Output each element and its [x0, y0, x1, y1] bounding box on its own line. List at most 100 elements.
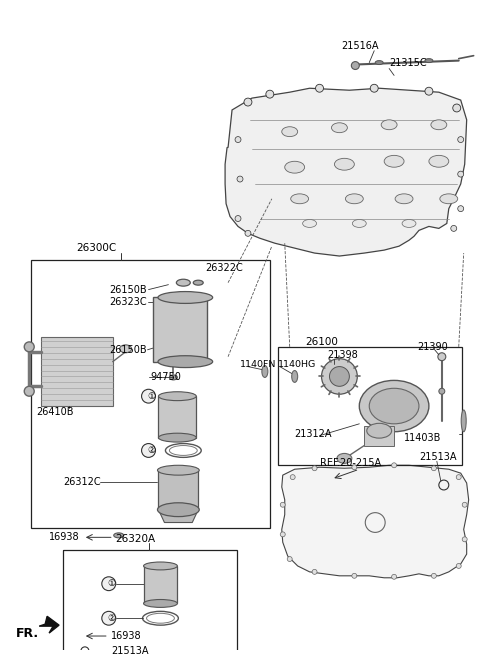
Ellipse shape — [429, 155, 449, 167]
Text: 26150B: 26150B — [109, 284, 146, 294]
Circle shape — [287, 556, 292, 562]
Text: 11403B: 11403B — [404, 433, 442, 443]
Circle shape — [237, 176, 243, 182]
Ellipse shape — [169, 375, 178, 380]
Text: 16938: 16938 — [111, 631, 142, 641]
Text: 21315C: 21315C — [389, 58, 427, 68]
Circle shape — [24, 386, 34, 396]
Ellipse shape — [158, 433, 196, 442]
Ellipse shape — [431, 120, 447, 129]
Ellipse shape — [381, 120, 397, 129]
Ellipse shape — [114, 533, 124, 538]
Bar — [144, 566, 178, 603]
Circle shape — [24, 342, 34, 351]
Ellipse shape — [332, 123, 348, 133]
Circle shape — [280, 532, 285, 537]
Text: 26323C: 26323C — [109, 298, 146, 307]
Ellipse shape — [158, 292, 213, 304]
Circle shape — [458, 171, 464, 177]
Circle shape — [451, 225, 457, 231]
Ellipse shape — [402, 219, 416, 227]
Circle shape — [456, 564, 461, 568]
Ellipse shape — [282, 127, 298, 137]
Ellipse shape — [262, 365, 268, 377]
Circle shape — [352, 464, 357, 470]
Circle shape — [312, 466, 317, 470]
Ellipse shape — [176, 279, 190, 286]
Circle shape — [352, 574, 357, 578]
Circle shape — [102, 577, 116, 591]
Circle shape — [439, 388, 445, 394]
Ellipse shape — [158, 355, 213, 367]
Circle shape — [235, 137, 241, 143]
Ellipse shape — [461, 410, 466, 432]
Circle shape — [235, 215, 241, 221]
Ellipse shape — [352, 219, 366, 227]
Ellipse shape — [367, 423, 392, 438]
Circle shape — [438, 353, 446, 361]
Circle shape — [432, 466, 436, 470]
Circle shape — [315, 84, 324, 92]
Text: 1140FN: 1140FN — [240, 360, 276, 369]
Circle shape — [462, 537, 467, 542]
Ellipse shape — [157, 503, 199, 516]
Circle shape — [425, 87, 433, 95]
Circle shape — [432, 574, 436, 578]
Ellipse shape — [440, 194, 458, 204]
Ellipse shape — [144, 562, 178, 570]
Circle shape — [290, 474, 295, 480]
Ellipse shape — [346, 194, 363, 204]
Bar — [153, 298, 207, 361]
Circle shape — [458, 206, 464, 212]
Ellipse shape — [384, 155, 404, 167]
Circle shape — [392, 463, 396, 468]
Bar — [278, 347, 462, 465]
Text: ②: ② — [147, 446, 156, 455]
Ellipse shape — [425, 58, 433, 62]
Circle shape — [312, 570, 317, 574]
Circle shape — [280, 503, 285, 507]
Text: 21398: 21398 — [327, 350, 358, 360]
Text: 94750: 94750 — [151, 373, 181, 382]
Circle shape — [322, 359, 357, 394]
Circle shape — [142, 443, 156, 457]
Circle shape — [244, 98, 252, 106]
Circle shape — [462, 503, 467, 507]
Text: 1140HG: 1140HG — [278, 360, 316, 369]
Ellipse shape — [193, 281, 203, 285]
Bar — [158, 396, 196, 438]
Text: 26150B: 26150B — [109, 345, 146, 355]
Polygon shape — [282, 465, 468, 578]
Polygon shape — [225, 88, 467, 256]
Bar — [41, 337, 113, 406]
Ellipse shape — [144, 599, 178, 608]
Ellipse shape — [164, 340, 173, 344]
Bar — [31, 260, 270, 528]
Ellipse shape — [292, 371, 298, 382]
Ellipse shape — [395, 194, 413, 204]
Polygon shape — [158, 510, 198, 522]
Ellipse shape — [302, 219, 316, 227]
Ellipse shape — [285, 161, 305, 173]
Text: 21513A: 21513A — [111, 646, 148, 656]
Circle shape — [392, 574, 396, 579]
Ellipse shape — [157, 465, 199, 475]
Ellipse shape — [291, 194, 309, 204]
Text: 21513A: 21513A — [419, 453, 456, 463]
Circle shape — [351, 62, 360, 70]
Ellipse shape — [369, 388, 419, 424]
Bar — [364, 426, 394, 445]
Circle shape — [266, 90, 274, 98]
Ellipse shape — [375, 60, 383, 64]
Ellipse shape — [337, 453, 352, 463]
Text: REF.20-215A: REF.20-215A — [320, 459, 381, 468]
Ellipse shape — [360, 380, 429, 432]
Text: 21516A: 21516A — [341, 41, 379, 51]
Circle shape — [102, 612, 116, 625]
Text: ①: ① — [147, 392, 156, 401]
Text: 26100: 26100 — [306, 337, 338, 347]
Circle shape — [329, 367, 349, 386]
Circle shape — [370, 84, 378, 92]
Text: 26320A: 26320A — [116, 534, 156, 544]
Text: 26322C: 26322C — [205, 263, 243, 273]
